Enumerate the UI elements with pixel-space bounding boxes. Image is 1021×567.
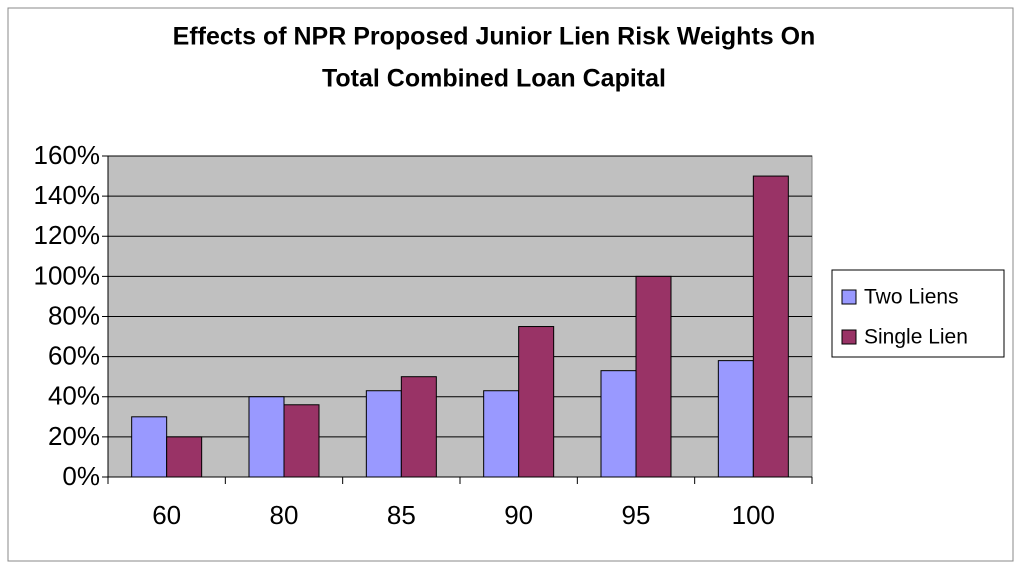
y-tick-label: 60% xyxy=(48,341,100,371)
x-tick-label: 80 xyxy=(270,500,299,530)
legend-box xyxy=(831,269,1005,358)
y-tick-label: 20% xyxy=(48,421,100,451)
bar xyxy=(248,396,285,478)
y-tick-label: 100% xyxy=(34,260,101,290)
x-tick-label: 90 xyxy=(504,500,533,530)
y-tick-label: 120% xyxy=(34,220,101,250)
x-tick-label: 60 xyxy=(152,500,181,530)
legend-swatch xyxy=(841,329,857,345)
bar xyxy=(365,390,402,478)
legend-label: Two Liens xyxy=(864,286,959,309)
bar xyxy=(131,416,168,478)
bar xyxy=(600,370,637,478)
x-tick-label: 100 xyxy=(732,500,775,530)
bar xyxy=(518,326,555,478)
x-tick-label: 95 xyxy=(622,500,651,530)
x-tick-label: 85 xyxy=(387,500,416,530)
bar xyxy=(752,175,789,478)
legend-label: Single Lien xyxy=(864,326,968,349)
bar xyxy=(717,360,754,478)
bar xyxy=(166,436,203,478)
bar xyxy=(483,390,520,478)
bar xyxy=(283,404,320,478)
bar xyxy=(400,376,437,478)
chart-title: Total Combined Loan Capital xyxy=(322,65,666,93)
bar xyxy=(635,275,672,478)
chart-title: Effects of NPR Proposed Junior Lien Risk… xyxy=(173,23,816,51)
y-tick-label: 140% xyxy=(34,180,101,210)
legend-swatch xyxy=(841,289,857,305)
y-tick-label: 40% xyxy=(48,381,100,411)
y-tick-label: 0% xyxy=(62,461,100,491)
y-tick-label: 80% xyxy=(48,300,100,330)
y-tick-label: 160% xyxy=(34,140,101,170)
